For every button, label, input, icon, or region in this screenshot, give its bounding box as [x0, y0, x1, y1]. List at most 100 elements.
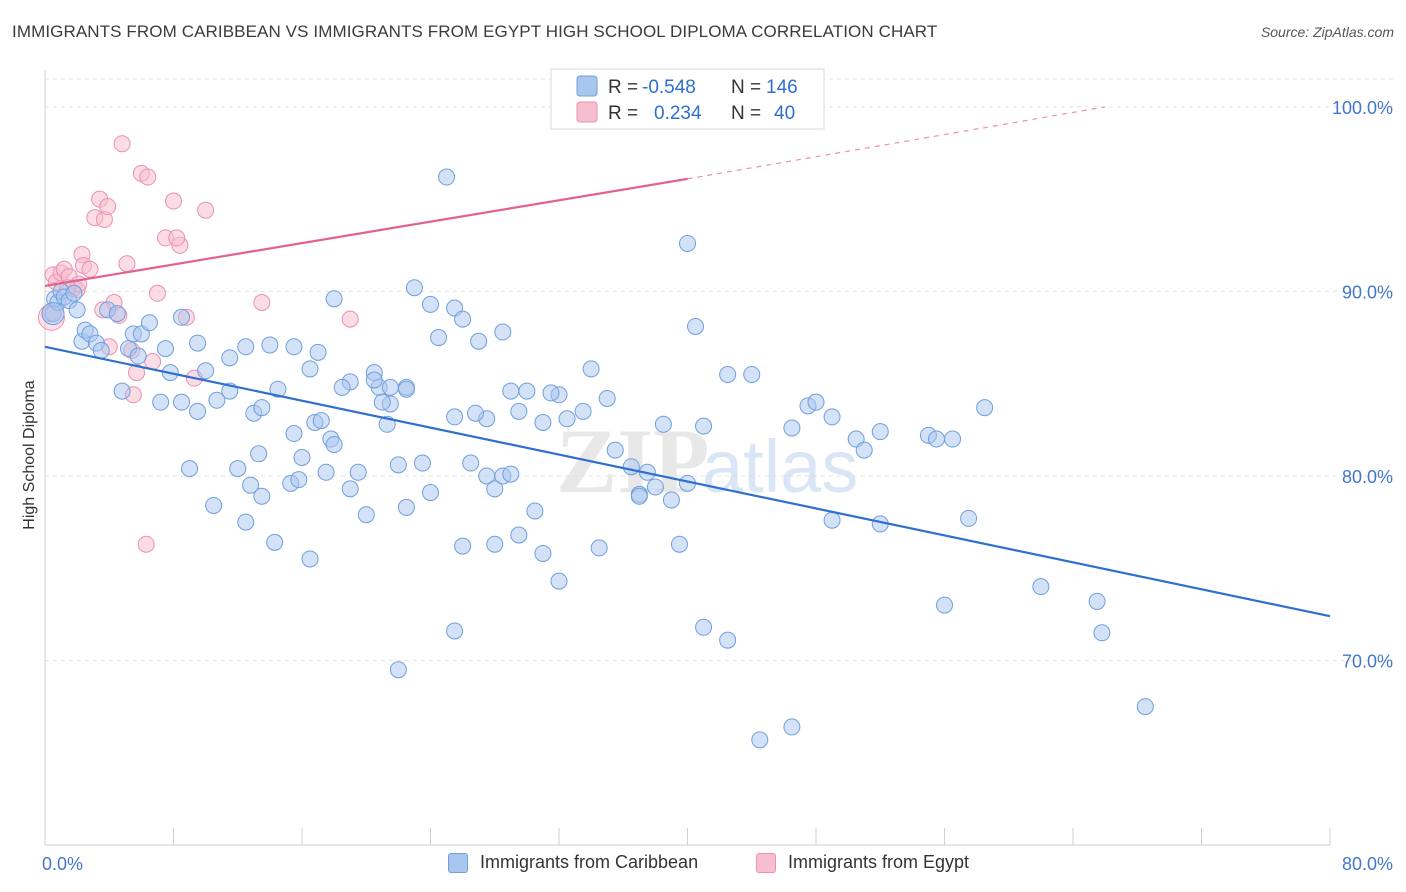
caribbean-point	[325, 436, 343, 454]
caribbean-point	[502, 382, 520, 400]
caribbean-point	[783, 718, 801, 736]
caribbean-point	[606, 441, 624, 459]
legend-swatch-caribbean	[576, 75, 598, 97]
caribbean-point	[285, 425, 303, 443]
legend-top: R = -0.548 N = 146 R = 0.234 N = 40	[550, 68, 825, 130]
caribbean-point	[389, 456, 407, 474]
caribbean-point	[518, 382, 536, 400]
caribbean-point	[113, 382, 131, 400]
caribbean-point	[598, 389, 616, 407]
caribbean-point	[574, 402, 592, 420]
caribbean-point	[630, 487, 648, 505]
egypt-point	[81, 260, 99, 278]
caribbean-point	[466, 404, 484, 422]
legend-r-label-caribbean: R =	[608, 77, 638, 98]
caribbean-point	[197, 362, 215, 380]
caribbean-point	[285, 338, 303, 356]
caribbean-point	[173, 393, 191, 411]
caribbean-trend-line	[44, 345, 1331, 618]
caribbean-point	[550, 572, 568, 590]
axes	[44, 70, 1331, 846]
caribbean-point	[976, 399, 994, 417]
caribbean-point	[534, 413, 552, 431]
caribbean-point	[229, 460, 247, 478]
caribbean-point	[156, 340, 174, 358]
egypt-point	[165, 192, 182, 210]
caribbean-point	[1088, 592, 1106, 610]
tick-labels: 70.0% 80.0% 90.0% 100.0% 0.0% 80.0%	[42, 98, 1393, 874]
caribbean-point	[357, 506, 375, 524]
watermark-atlas: atlas	[702, 425, 858, 508]
caribbean-point	[317, 463, 335, 481]
caribbean-point	[695, 618, 713, 636]
legend-bottom: Immigrants from Caribbean Immigrants fro…	[0, 852, 1406, 878]
caribbean-point	[1032, 578, 1050, 596]
caribbean-point	[373, 393, 391, 411]
caribbean-point	[823, 408, 841, 426]
caribbean-point	[189, 334, 207, 352]
y-tick-label: 70.0%	[1342, 651, 1393, 671]
legend-n-value-caribbean: 146	[766, 77, 798, 98]
caribbean-point	[152, 393, 170, 411]
caribbean-point	[381, 378, 399, 396]
caribbean-point	[237, 338, 255, 356]
caribbean-point	[510, 402, 528, 420]
caribbean-point	[253, 487, 271, 505]
caribbean-point	[430, 329, 448, 347]
caribbean-point	[494, 323, 512, 341]
caribbean-point	[855, 441, 873, 459]
legend-swatch-caribbean-bottom	[448, 852, 468, 873]
caribbean-point-cluster	[41, 302, 65, 326]
egypt-point	[253, 294, 271, 311]
legend-label-egypt: Immigrants from Egypt	[788, 852, 970, 872]
x-tick-label: 0.0%	[42, 854, 83, 874]
caribbean-point	[558, 410, 576, 428]
caribbean-point	[590, 539, 608, 557]
caribbean-points	[41, 168, 1154, 749]
caribbean-point	[205, 496, 223, 514]
egypt-trend-extension	[687, 106, 1106, 180]
caribbean-point	[221, 349, 239, 367]
caribbean-point	[242, 476, 260, 494]
egypt-point	[148, 284, 166, 302]
caribbean-point	[1093, 624, 1111, 642]
grid-lines	[45, 78, 1395, 661]
caribbean-point	[341, 480, 359, 498]
legend-swatch-egypt-bottom	[756, 852, 776, 873]
caribbean-point	[446, 408, 464, 426]
x-tick-label: 80.0%	[1342, 854, 1393, 874]
legend-n-value-egypt: 40	[774, 103, 795, 124]
caribbean-point	[325, 290, 343, 308]
caribbean-point	[936, 596, 953, 614]
legend-n-label-caribbean: N =	[731, 77, 761, 98]
caribbean-point	[189, 402, 207, 420]
caribbean-point	[438, 168, 456, 186]
caribbean-point	[783, 419, 801, 437]
caribbean-point	[261, 336, 279, 354]
chart-title: IMMIGRANTS FROM CARIBBEAN VS IMMIGRANTS …	[12, 22, 938, 41]
caribbean-point	[526, 502, 544, 520]
caribbean-point	[751, 731, 769, 749]
caribbean-point	[446, 622, 464, 640]
caribbean-point	[309, 343, 327, 361]
legend-item-caribbean: Immigrants from Caribbean	[448, 852, 698, 873]
egypt-point	[99, 198, 117, 216]
caribbean-point	[290, 471, 308, 489]
egypt-point	[168, 229, 186, 247]
caribbean-point	[389, 661, 407, 679]
caribbean-point	[823, 511, 841, 529]
caribbean-point	[486, 480, 504, 498]
caribbean-point	[269, 380, 287, 398]
caribbean-point	[293, 449, 311, 466]
y-tick-label: 100.0%	[1332, 98, 1393, 118]
caribbean-point	[646, 478, 664, 496]
caribbean-point	[687, 317, 705, 335]
caribbean-point	[349, 463, 367, 481]
caribbean-point	[397, 380, 415, 398]
legend-r-label-egypt: R =	[608, 103, 638, 124]
caribbean-point	[470, 332, 488, 350]
caribbean-point	[871, 423, 889, 441]
caribbean-point	[454, 310, 472, 328]
legend-r-value-caribbean: -0.548	[642, 77, 696, 98]
